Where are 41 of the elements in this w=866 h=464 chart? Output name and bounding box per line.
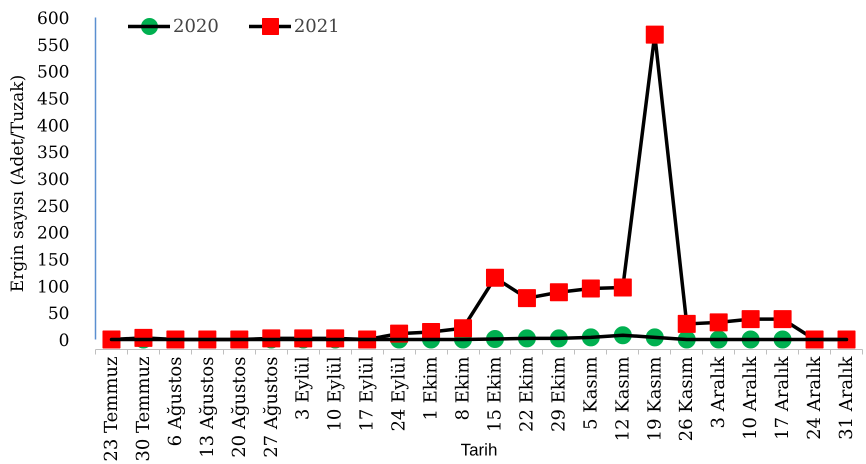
x-axis-title: Tarih xyxy=(460,440,498,460)
x-tick-label: 19 Kasım xyxy=(644,356,666,442)
x-tick-label: 23 Temmuz xyxy=(100,356,122,462)
y-tick-label: 550 xyxy=(37,36,70,56)
y-axis-title: Ergin sayısı (Adet/Tuzak) xyxy=(8,74,28,292)
legend-label: 2021 xyxy=(294,16,340,36)
y-tick-label: 0 xyxy=(58,331,70,351)
y-tick-label: 500 xyxy=(37,62,70,83)
x-tick-label: 24 Aralık xyxy=(804,355,826,440)
x-tick-label: 10 Aralık xyxy=(740,355,762,440)
x-tick-label: 15 Ekim xyxy=(484,356,506,432)
x-tick-label: 10 Eylül xyxy=(324,356,346,432)
x-tick-label: 3 Aralık xyxy=(708,355,730,428)
x-tick-label: 6 Ağustos xyxy=(164,356,186,446)
x-tick-label: 5 Kasım xyxy=(580,356,602,430)
x-tick-label: 29 Ekim xyxy=(548,356,570,432)
x-tick-label: 12 Kasım xyxy=(612,356,634,442)
y-tick-label: 50 xyxy=(48,304,70,324)
x-tick-label: 8 Ekim xyxy=(452,356,474,421)
y-tick-label: 150 xyxy=(37,250,70,270)
x-tick-label: 26 Kasım xyxy=(676,356,698,442)
y-tick-label: 450 xyxy=(37,90,70,110)
y-tick-label: 600 xyxy=(37,9,70,29)
x-tick-label: 17 Eylül xyxy=(356,356,378,432)
y-tick-label: 350 xyxy=(37,143,70,164)
x-tick-label: 17 Aralık xyxy=(772,355,794,440)
y-tick-label: 100 xyxy=(37,277,70,298)
y-tick-label: 400 xyxy=(37,116,70,136)
y-tick-label: 250 xyxy=(37,196,70,217)
legend-label: 2020 xyxy=(173,16,219,36)
x-tick-label: 20 Ağustos xyxy=(228,356,250,458)
x-tick-label: 22 Ekim xyxy=(516,356,538,432)
x-tick-label: 13 Ağustos xyxy=(196,356,218,458)
x-tick-label: 24 Eylül xyxy=(388,356,410,432)
y-tick-label: 200 xyxy=(37,224,70,244)
x-tick-label: 1 Ekim xyxy=(420,356,442,421)
y-tick-label: 300 xyxy=(37,170,70,190)
x-tick-label: 3 Eylül xyxy=(292,356,314,420)
x-tick-label: 27 Ağustos xyxy=(260,356,282,458)
x-tick-label: 31 Aralık xyxy=(836,355,858,440)
x-tick-label: 30 Temmuz xyxy=(132,356,154,462)
